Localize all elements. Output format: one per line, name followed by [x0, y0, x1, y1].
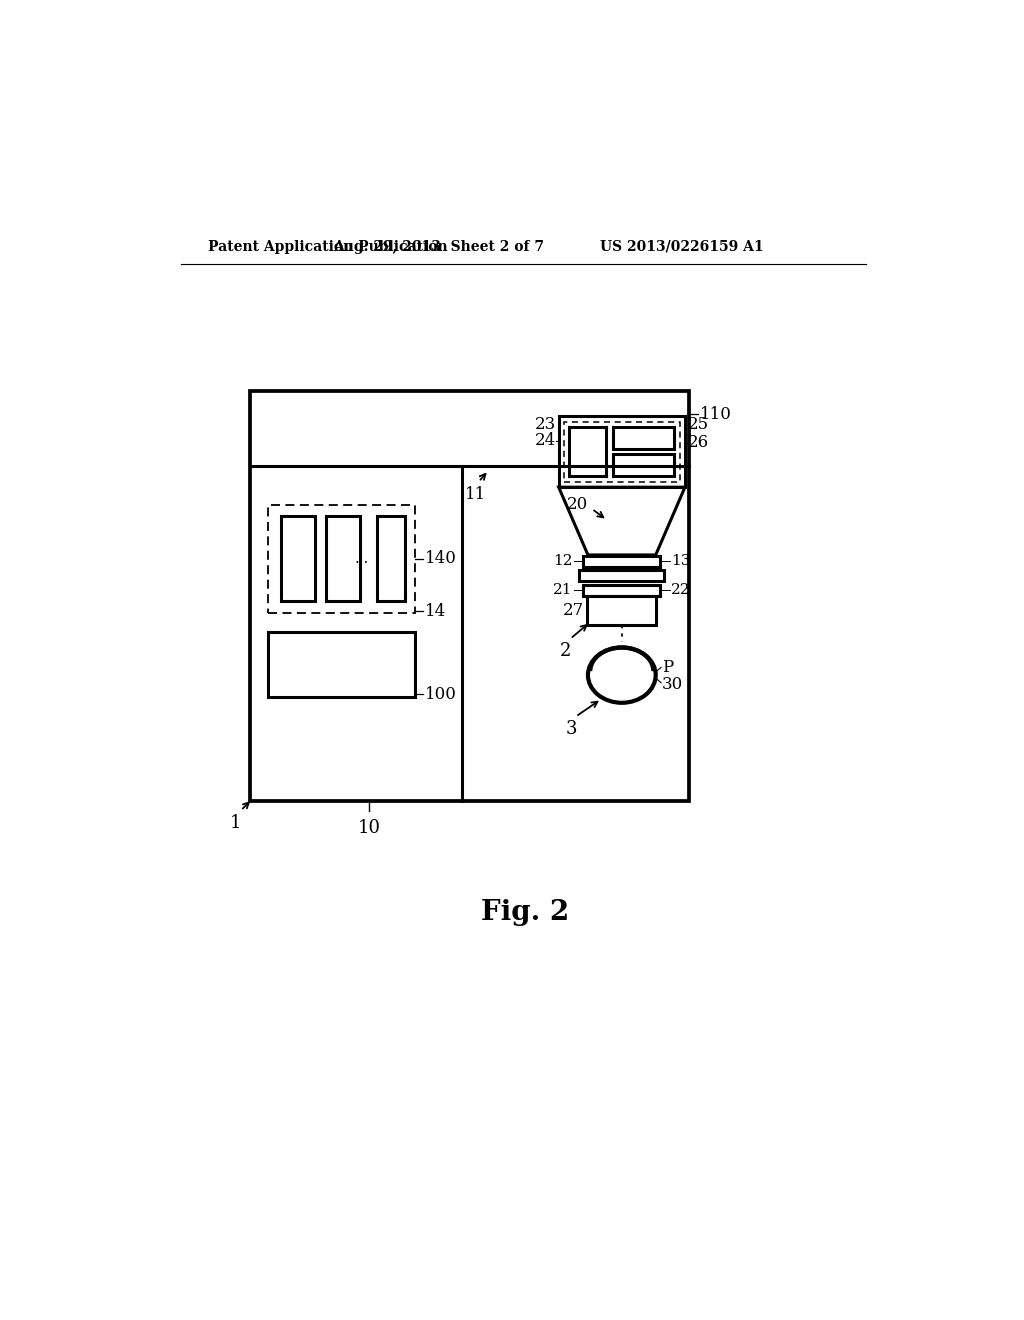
Text: 13: 13 — [671, 554, 690, 568]
Bar — [267, 506, 416, 612]
Text: 3: 3 — [565, 719, 577, 738]
Text: 22: 22 — [671, 583, 690, 598]
Text: US 2013/0226159 A1: US 2013/0226159 A1 — [600, 240, 764, 253]
Bar — [267, 632, 416, 697]
Bar — [250, 391, 689, 801]
Text: ...: ... — [355, 552, 370, 566]
Text: 140: 140 — [425, 550, 457, 568]
Text: 26: 26 — [688, 434, 710, 451]
Bar — [559, 416, 685, 487]
Text: 10: 10 — [357, 818, 381, 837]
Bar — [584, 585, 660, 595]
Text: 12: 12 — [553, 554, 572, 568]
Bar — [564, 422, 680, 482]
Text: 24: 24 — [535, 433, 556, 450]
Bar — [282, 516, 315, 601]
Text: 110: 110 — [699, 405, 731, 422]
Text: 25: 25 — [688, 416, 710, 433]
Bar — [584, 556, 660, 566]
Text: 30: 30 — [662, 676, 683, 693]
Text: Patent Application Publication: Patent Application Publication — [208, 240, 447, 253]
Text: 20: 20 — [566, 496, 588, 513]
Text: P: P — [662, 659, 673, 676]
Text: 100: 100 — [425, 686, 457, 702]
Bar — [612, 428, 674, 449]
Bar — [326, 516, 360, 601]
Text: 23: 23 — [535, 416, 556, 433]
Bar — [612, 454, 674, 477]
Text: 14: 14 — [425, 603, 445, 619]
Text: Fig. 2: Fig. 2 — [480, 899, 569, 927]
Text: 1: 1 — [229, 814, 241, 833]
Text: Aug. 29, 2013  Sheet 2 of 7: Aug. 29, 2013 Sheet 2 of 7 — [333, 240, 544, 253]
Bar — [580, 570, 665, 581]
Text: 21: 21 — [553, 583, 572, 598]
Bar — [569, 428, 606, 477]
Text: 2: 2 — [560, 642, 571, 660]
Bar — [587, 595, 656, 626]
Text: 27: 27 — [563, 602, 584, 619]
Text: 11: 11 — [465, 487, 486, 503]
Bar — [377, 516, 404, 601]
